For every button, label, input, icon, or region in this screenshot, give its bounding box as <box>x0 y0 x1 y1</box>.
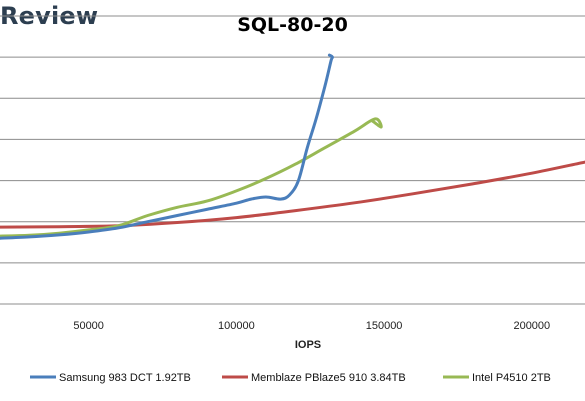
legend: Samsung 983 DCT 1.92TB Memblaze PBlaze5 9… <box>30 372 551 384</box>
series-line-2 <box>0 117 383 238</box>
x-tick-label: 50000 <box>73 320 104 332</box>
x-tick-label: 100000 <box>218 320 255 332</box>
legend-label: Memblaze PBlaze5 910 3.84TB <box>251 372 406 384</box>
legend-label: Intel P4510 2TB <box>472 372 551 384</box>
chart-title: SQL-80-20 <box>237 14 348 36</box>
gridlines <box>0 15 585 305</box>
x-axis-ticks: 50000 100000 150000 200000 <box>73 320 550 332</box>
x-tick-label: 150000 <box>366 320 403 332</box>
series-lines <box>0 53 585 240</box>
series-line-1 <box>0 160 585 229</box>
x-axis-label: IOPS <box>295 339 321 351</box>
series-line-0 <box>0 53 334 240</box>
x-tick-label: 200000 <box>513 320 550 332</box>
legend-label: Samsung 983 DCT 1.92TB <box>59 372 191 384</box>
